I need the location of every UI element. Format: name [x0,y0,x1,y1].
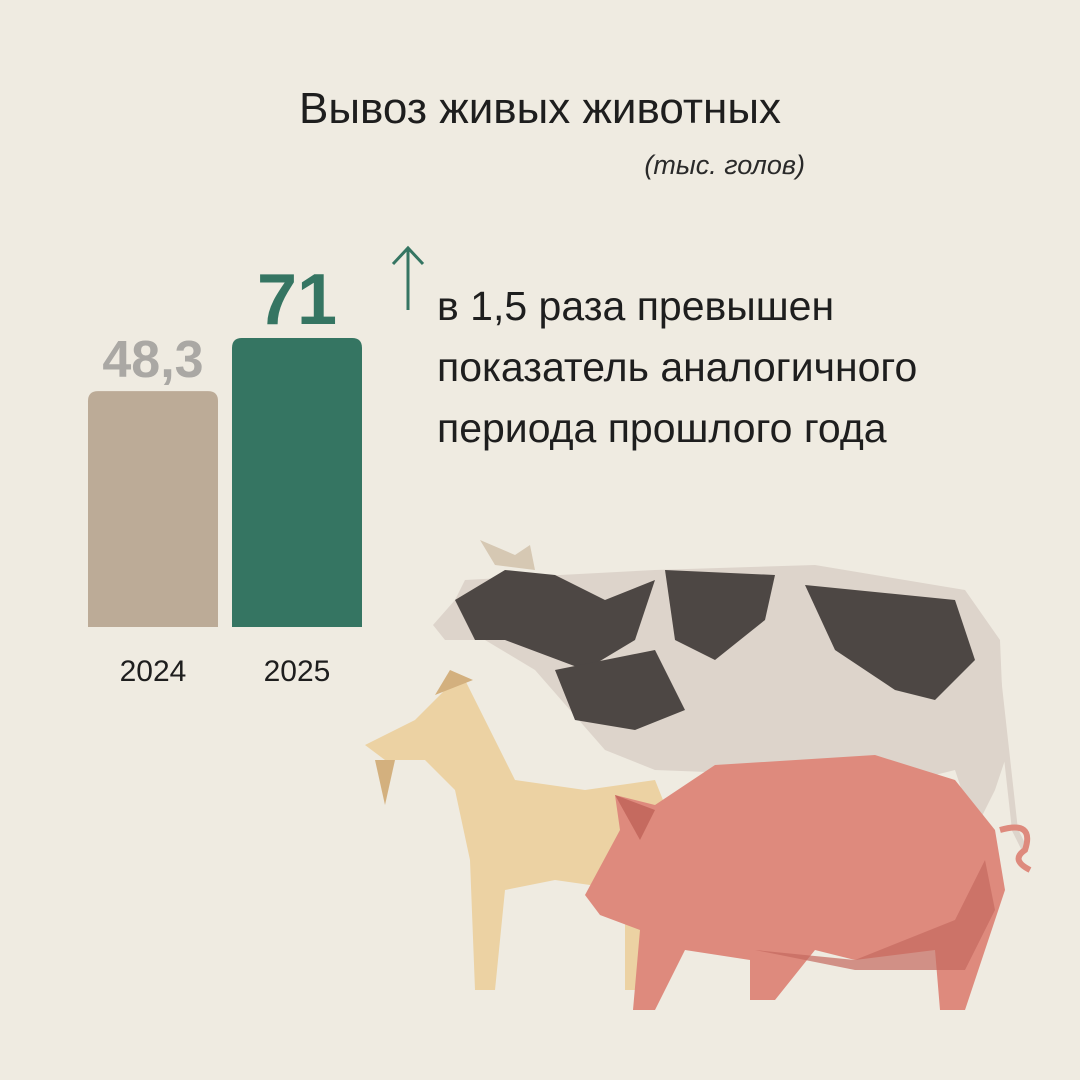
bar-chart: 48,3 2024 71 2025 [88,260,362,688]
data-label-2025: 71 [257,260,337,340]
data-label-2024: 48,3 [102,331,203,389]
note-line: в 1,5 раза превышен [437,283,835,329]
growth-note: в 1,5 раза превышен показатель аналогичн… [437,276,917,459]
chart-title: Вывоз живых животных [299,84,781,133]
arrow-up-icon [391,245,425,310]
bar-2025 [232,338,362,627]
note-line: периода прошлого года [437,405,887,451]
x-tick-label: 2024 [120,655,187,688]
pig-illustration [585,755,1032,1010]
bar-2024 [88,391,218,627]
goat-illustration [365,670,675,990]
x-tick-label: 2025 [264,655,331,688]
unit-label: (тыс. голов) [644,150,805,180]
note-line: показатель аналогичного [437,344,918,390]
farm-animals-illustration [365,540,1032,1010]
